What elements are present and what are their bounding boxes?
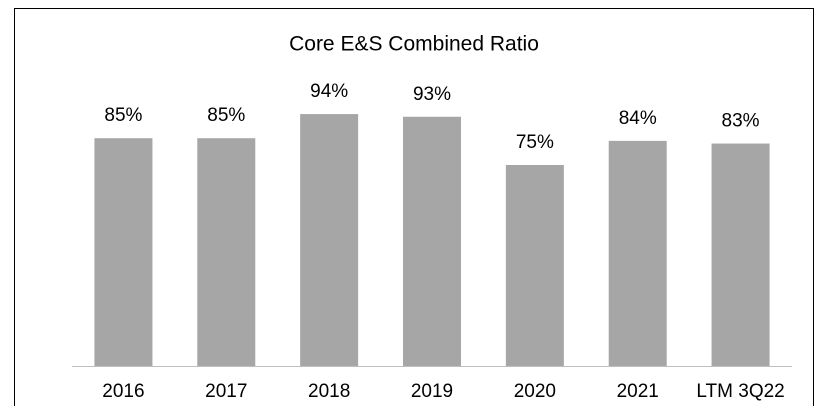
value-label: 94% bbox=[310, 81, 348, 102]
bar bbox=[94, 138, 153, 366]
bar bbox=[197, 138, 256, 366]
x-tick-label: 2021 bbox=[617, 381, 659, 402]
value-label: 85% bbox=[207, 105, 245, 126]
x-tick-label: 2020 bbox=[514, 381, 556, 402]
x-tick-label: 2017 bbox=[205, 381, 247, 402]
chart-title: Core E&S Combined Ratio bbox=[289, 33, 539, 56]
bar bbox=[505, 165, 564, 366]
x-tick-label: 2019 bbox=[411, 381, 453, 402]
value-label: 84% bbox=[619, 108, 657, 129]
value-label: 85% bbox=[104, 105, 142, 126]
value-label: 93% bbox=[413, 84, 451, 105]
bar bbox=[608, 140, 667, 366]
x-tick-label: 2016 bbox=[102, 381, 144, 402]
bar bbox=[300, 114, 359, 366]
chart-border bbox=[14, 8, 814, 406]
value-label: 83% bbox=[722, 111, 760, 132]
value-label: 75% bbox=[516, 132, 554, 153]
x-tick-label: LTM 3Q22 bbox=[696, 381, 784, 402]
bar bbox=[711, 143, 770, 366]
x-tick-label: 2018 bbox=[308, 381, 350, 402]
bar bbox=[403, 116, 461, 366]
